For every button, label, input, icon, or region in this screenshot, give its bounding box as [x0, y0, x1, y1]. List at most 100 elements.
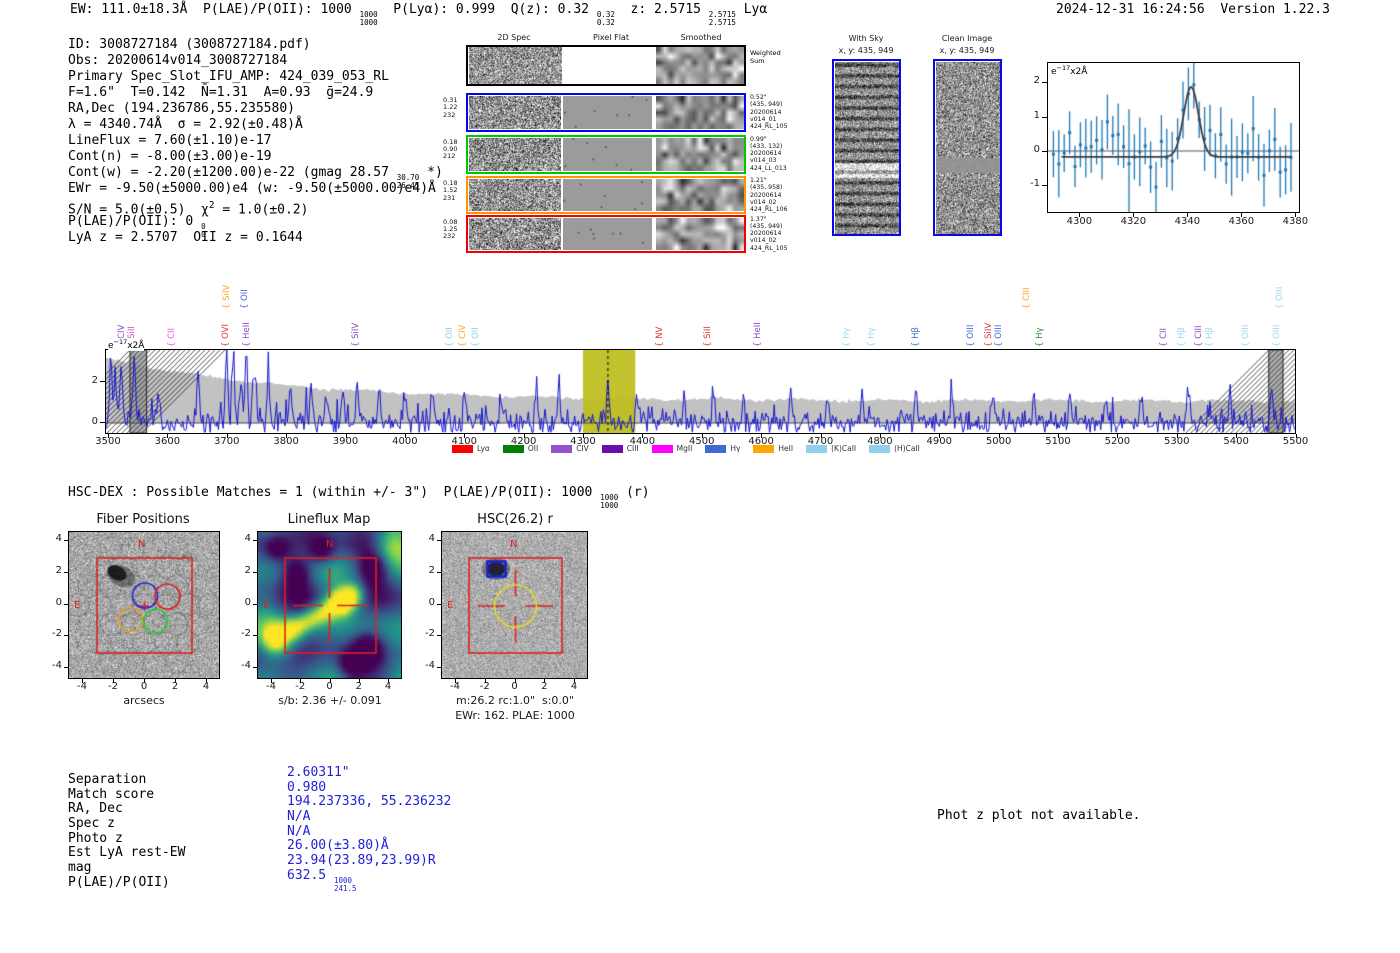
legend-label: Lyα: [477, 444, 490, 453]
fiber-2d-row: [466, 176, 746, 214]
match-value: 0.980: [287, 779, 327, 795]
tick-mark: [253, 540, 257, 541]
tick-mark: [253, 667, 257, 669]
tick-mark: [1042, 116, 1047, 118]
tick-mark: [1236, 434, 1238, 438]
tick-label: 3800: [273, 436, 299, 447]
cutout-frame: [441, 531, 588, 679]
line-id-label: { Hβ: [1204, 327, 1215, 347]
tick-mark: [253, 571, 257, 573]
weighted-smoothed-image: [656, 47, 744, 84]
legend-item: Hγ: [705, 444, 740, 453]
match-value: 2.60311": [287, 765, 350, 780]
line-id-label: { CIII: [1194, 325, 1205, 347]
compass-n-label: N: [326, 539, 334, 550]
fit-plot-canvas: [1048, 63, 1299, 212]
match-label: RA, Dec: [68, 801, 123, 817]
summary-header: EW: 111.0±18.3Å P(LAE)/P(OII): 1000 1000…: [70, 2, 768, 28]
tick-label: 4360: [1228, 216, 1255, 227]
tick-label: 4300: [570, 436, 596, 447]
legend-swatch: [551, 444, 573, 453]
compass-e-label: E: [263, 600, 270, 611]
legend-swatch: [753, 444, 775, 453]
tick-label: 2: [55, 564, 62, 576]
weighted-sum-box: [466, 45, 746, 86]
info-line: Cont(w) = -2.20(±1200.00)e-22 (gmag 28.5…: [68, 165, 443, 191]
col-title-smoothed: Smoothed: [680, 33, 722, 42]
tick-mark: [1058, 434, 1059, 438]
row-2dspec-image: [469, 179, 561, 211]
tick-label: 5100: [1045, 436, 1071, 447]
tick-label: 3600: [154, 436, 181, 447]
tick-mark: [206, 679, 207, 683]
lineflux-map-image: [258, 532, 401, 678]
hsc-xlabel2: EWr: 162. PLAE: 1000: [455, 709, 575, 722]
tick-label: 0: [244, 596, 251, 608]
line-id-label: { CII: [1159, 327, 1170, 347]
tick-mark: [1117, 434, 1119, 438]
tick-mark: [64, 667, 68, 669]
tick-mark: [583, 434, 584, 438]
line-id-label: { OVI: [220, 324, 231, 347]
tick-label: 4800: [867, 436, 893, 447]
tick-label: 5200: [1104, 436, 1131, 447]
line-id-label: { Hβ: [1177, 327, 1188, 347]
tick-label: 4700: [807, 436, 834, 447]
row-left-metrics: 0.31 1.22 232: [443, 96, 458, 119]
tick-mark: [1042, 185, 1047, 187]
legend-label: OII: [527, 444, 539, 453]
tick-mark: [113, 679, 114, 683]
tick-mark: [437, 571, 441, 573]
tick-label: 4300: [1066, 216, 1093, 227]
tick-mark: [998, 434, 1000, 438]
match-value: N/A: [287, 808, 311, 824]
tick-label: 1: [1033, 109, 1040, 121]
tick-label: -2: [52, 628, 62, 640]
compass-n-label: N: [138, 539, 146, 550]
tick-mark: [345, 434, 347, 438]
withsky-coords: x, y: 435, 949: [838, 46, 894, 55]
tick-mark: [455, 679, 456, 683]
tick-label: 4600: [748, 436, 774, 447]
tick-label: 4500: [689, 436, 715, 447]
tick-label: 2: [244, 564, 251, 576]
tick-label: -4: [52, 660, 62, 672]
tick-label: 4380: [1282, 216, 1309, 227]
tick-label: 4200: [510, 436, 537, 447]
tick-label: 5400: [1223, 436, 1249, 447]
match-value: 194.237336, 55.236232: [287, 794, 452, 810]
tick-label: 2: [171, 681, 179, 692]
tick-mark: [388, 679, 389, 683]
info-line: Obs: 20200614v014_3008727184: [68, 53, 288, 69]
line-id-label: { OIII: [1271, 324, 1282, 347]
tick-label: -1: [1030, 178, 1040, 190]
info-line: Primary Spec_Slot_IFU_AMP: 424_039_053_R…: [68, 69, 389, 85]
tick-mark: [437, 540, 441, 541]
row-pixelflat-image: [563, 217, 652, 250]
info-line: LineFlux = 7.60(±1.10)e-17: [68, 133, 272, 149]
tick-label: 4340: [1174, 216, 1201, 227]
weighted-sum-label: Weighted Sum: [750, 49, 781, 65]
tick-mark: [64, 571, 68, 573]
tick-label: -4: [241, 660, 251, 672]
line-id-label: { Hγ: [867, 327, 878, 347]
cutout-title-fiber: Fiber Positions: [96, 512, 190, 527]
tick-mark: [1295, 213, 1297, 217]
line-id-label: { OII: [240, 289, 251, 309]
tick-label: 4: [202, 681, 210, 692]
match-label: Spec z: [68, 815, 115, 831]
hsc-dex-match-line: HSC-DEX : Possible Matches = 1 (within +…: [68, 485, 650, 511]
tick-mark: [175, 679, 176, 683]
main-spectrum-canvas: [106, 350, 1295, 433]
hsc-xlabel: m:26.2 rc:1.0" s:0.0": [456, 694, 574, 707]
fiber-2d-row: [466, 93, 746, 132]
match-label: Match score: [68, 786, 155, 802]
info-line: LyA z = 2.5707 OII z = 0.1644: [68, 229, 303, 245]
withsky-title: With Sky: [848, 34, 884, 43]
tick-mark: [879, 434, 881, 438]
tick-mark: [64, 635, 68, 637]
line-id-label: { CII: [166, 327, 177, 347]
tick-label: 0: [511, 681, 518, 692]
legend-swatch: [705, 444, 727, 453]
